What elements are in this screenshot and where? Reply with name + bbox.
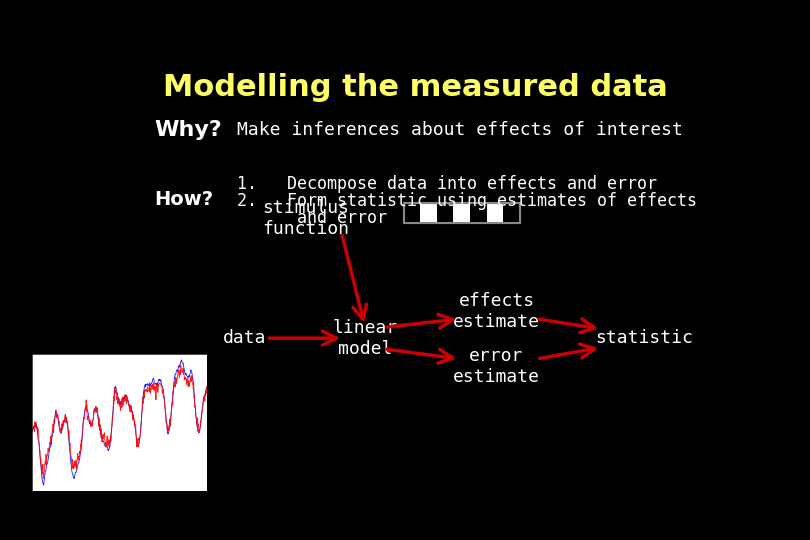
Text: data: data xyxy=(223,329,266,347)
Text: 2.   Form statistic using estimates of effects: 2. Form statistic using estimates of eff… xyxy=(237,192,697,210)
Text: stimulus
function: stimulus function xyxy=(262,199,349,238)
Bar xyxy=(503,202,520,222)
Text: error
estimate: error estimate xyxy=(453,347,540,386)
Bar xyxy=(454,202,470,222)
Bar xyxy=(403,202,520,222)
Text: and error: and error xyxy=(237,209,387,227)
X-axis label: Time [seconds]: Time [seconds] xyxy=(101,510,138,515)
Bar xyxy=(403,202,520,222)
Bar xyxy=(420,202,437,222)
Bar xyxy=(437,202,454,222)
Text: Modelling the measured data: Modelling the measured data xyxy=(163,73,667,103)
Text: Make inferences about effects of interest: Make inferences about effects of interes… xyxy=(237,122,683,139)
Text: linear
model: linear model xyxy=(332,319,398,357)
Text: effects
estimate: effects estimate xyxy=(453,292,540,330)
Bar xyxy=(403,202,420,222)
Bar xyxy=(487,202,503,222)
Text: 1.   Decompose data into effects and error: 1. Decompose data into effects and error xyxy=(237,175,657,193)
Bar xyxy=(470,202,487,222)
Text: Why?: Why? xyxy=(154,120,222,140)
Text: statistic: statistic xyxy=(595,329,693,347)
Text: How?: How? xyxy=(154,190,213,209)
